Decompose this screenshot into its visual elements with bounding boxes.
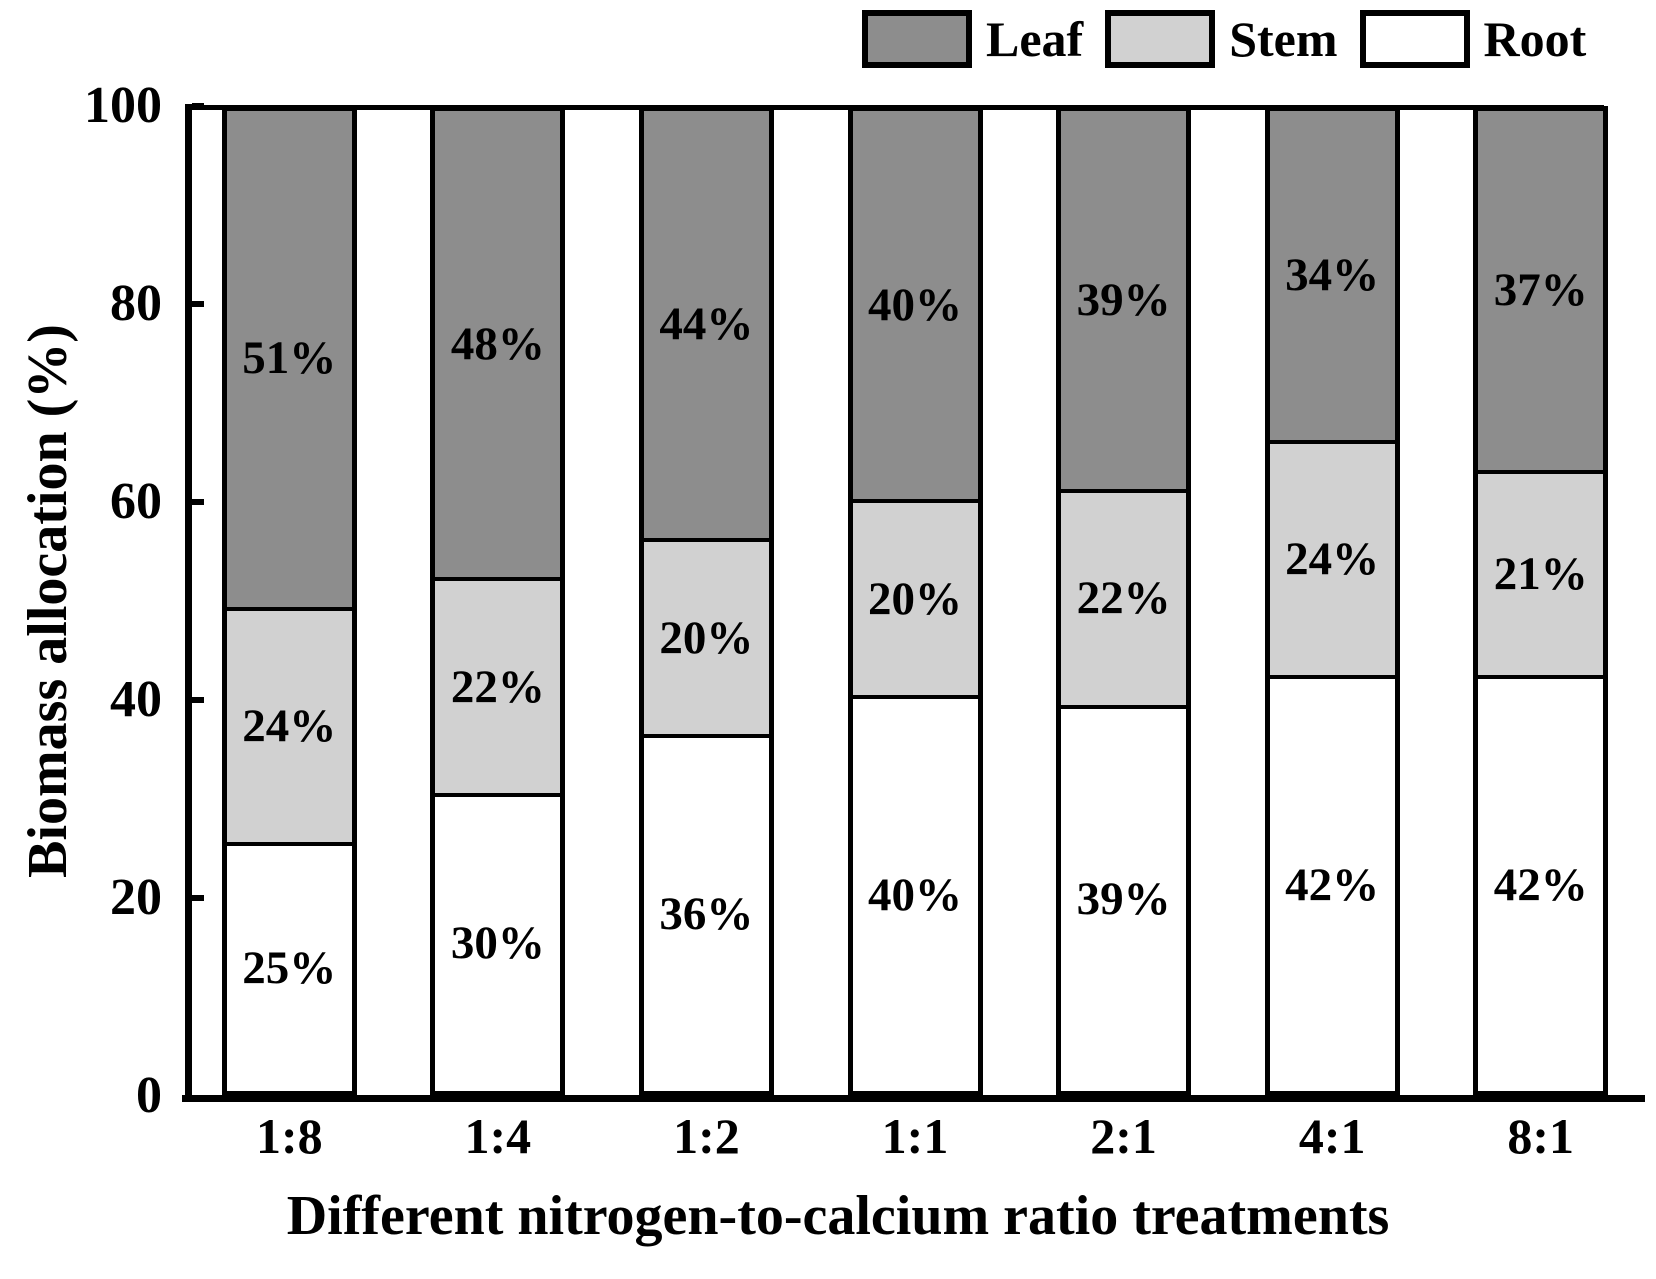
legend-label: Stem	[1229, 11, 1338, 67]
value-label: 39%	[1076, 273, 1171, 326]
value-label: 20%	[659, 611, 754, 664]
bar-segment-leaf: 48%	[435, 111, 561, 582]
bar-segment-root: 30%	[435, 796, 561, 1091]
y-tick-label: 100	[84, 77, 162, 134]
x-tick-label: 1:4	[464, 1108, 532, 1164]
value-label: 42%	[1493, 858, 1588, 911]
value-label: 30%	[450, 917, 545, 970]
bar-group-1:1: 40% 20% 40%	[847, 106, 983, 1096]
value-label: 20%	[868, 572, 962, 625]
x-tick-label: 1:1	[881, 1108, 949, 1164]
bar-group-1:8: 51% 24% 25%	[221, 106, 357, 1096]
bar-group-4:1: 34% 24% 42%	[1264, 106, 1400, 1096]
bar-segment-stem: 22%	[1061, 493, 1187, 709]
value-label: 51%	[242, 332, 337, 385]
value-label: 40%	[868, 868, 962, 921]
y-axis-title: Biomass allocation (%)	[17, 324, 79, 878]
bar-segment-stem: 21%	[1478, 473, 1604, 680]
bar-segment-stem: 20%	[852, 503, 978, 699]
bar-segment-stem: 20%	[643, 542, 769, 739]
bar-segment-leaf: 40%	[852, 111, 978, 503]
bar-segment-root: 39%	[1061, 708, 1187, 1091]
bar-segment-stem: 22%	[435, 581, 561, 797]
y-tick-label: 20	[110, 869, 162, 926]
value-label: 24%	[1285, 533, 1380, 586]
bar-segment-root: 40%	[852, 699, 978, 1091]
value-label: 42%	[1285, 858, 1380, 911]
bar-group-8:1: 37% 21% 42%	[1473, 106, 1609, 1096]
value-label: 21%	[1493, 547, 1588, 600]
legend-label: Leaf	[986, 11, 1084, 67]
bar-segment-leaf: 39%	[1061, 111, 1187, 494]
legend-swatch-leaf	[862, 10, 972, 68]
y-tick-label: 40	[110, 671, 162, 728]
value-label: 22%	[450, 660, 545, 713]
bar-segment-stem: 24%	[1269, 444, 1395, 680]
y-tick-label: 0	[136, 1067, 162, 1124]
bar-segment-root: 25%	[226, 845, 352, 1091]
y-axis-tick	[192, 103, 204, 109]
value-label: 25%	[242, 941, 337, 994]
bar-segment-leaf: 37%	[1478, 111, 1604, 474]
y-axis-tick	[192, 697, 204, 703]
value-label: 22%	[1076, 572, 1171, 625]
y-axis-tick	[192, 301, 204, 307]
x-tick-label: 1:8	[255, 1108, 323, 1164]
y-axis-tick	[192, 895, 204, 901]
value-label: 36%	[659, 888, 754, 941]
x-tick-label: 1:2	[673, 1108, 740, 1164]
bar-segment-root: 36%	[643, 738, 769, 1091]
value-label: 39%	[1076, 873, 1171, 926]
value-label: 34%	[1285, 249, 1380, 302]
bar-segment-leaf: 51%	[226, 111, 352, 611]
chart-legend: Leaf Stem Root	[862, 10, 1586, 68]
x-tick-label: 2:1	[1090, 1108, 1157, 1164]
legend-label: Root	[1483, 11, 1587, 67]
legend-item-leaf: Leaf	[862, 10, 1105, 68]
legend-item-stem: Stem	[1105, 10, 1359, 68]
x-tick-label: 4:1	[1298, 1108, 1366, 1164]
value-label: 40%	[868, 278, 962, 331]
bar-segment-stem: 24%	[226, 610, 352, 846]
x-axis-line	[182, 1095, 1645, 1102]
legend-item-root: Root	[1359, 10, 1587, 68]
bar-group-1:4: 48% 22% 30%	[430, 106, 566, 1096]
plot-area: 51% 24% 25% 48% 22% 30% 44% 20% 36% 40% 20% 40% 39% 2…	[182, 103, 1645, 1102]
x-axis-title: Different nitrogen-to-calcium ratio trea…	[286, 1185, 1390, 1247]
value-label: 24%	[242, 699, 337, 752]
y-tick-label: 80	[110, 275, 162, 332]
x-tick-label: 8:1	[1507, 1108, 1575, 1164]
value-label: 48%	[450, 317, 545, 370]
legend-swatch-stem	[1105, 10, 1216, 68]
value-label: 37%	[1493, 263, 1588, 316]
bar-group-1:2: 44% 20% 36%	[638, 106, 774, 1096]
bar-segment-leaf: 44%	[643, 111, 769, 543]
legend-swatch-root	[1359, 10, 1470, 68]
y-axis-line	[185, 104, 192, 1101]
bar-segment-root: 42%	[1269, 679, 1395, 1091]
value-label: 44%	[659, 298, 754, 351]
y-axis-tick	[192, 499, 204, 505]
bar-segment-leaf: 34%	[1269, 111, 1395, 445]
bar-segment-root: 42%	[1478, 679, 1604, 1091]
y-tick-label: 60	[110, 473, 162, 530]
bar-group-2:1: 39% 22% 39%	[1056, 106, 1192, 1096]
